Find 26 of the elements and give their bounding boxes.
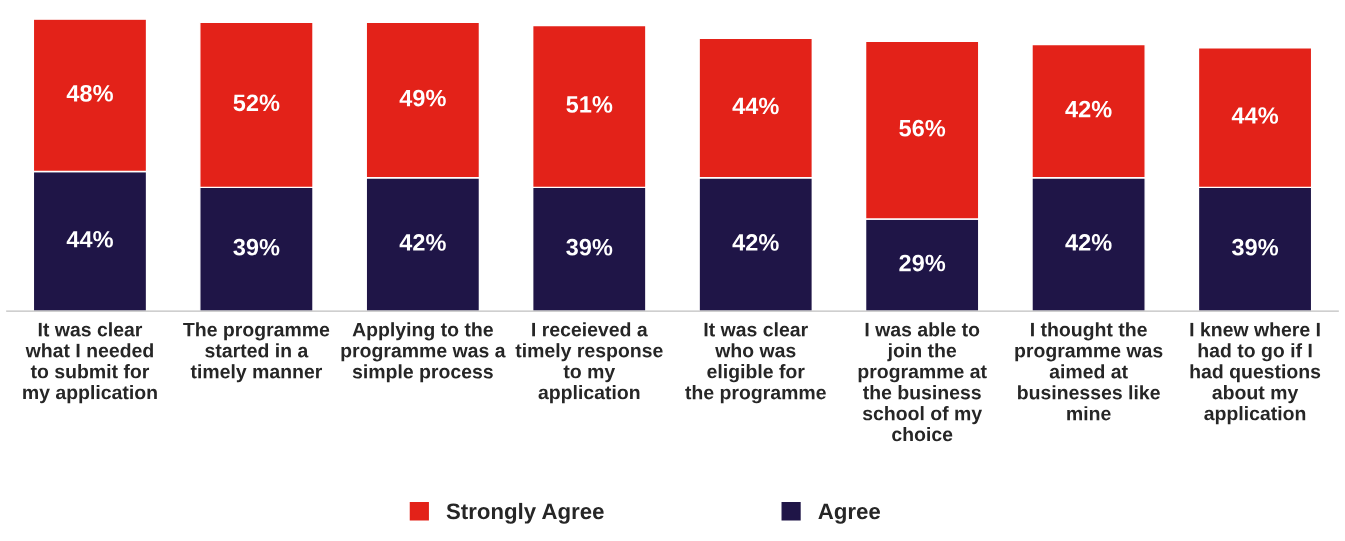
data-label: 51% <box>566 96 613 113</box>
data-label: 44% <box>732 97 779 115</box>
data-label: 42% <box>1065 234 1112 251</box>
x-tick-label: Applying to the programme was a simple process <box>341 322 506 383</box>
x-tick-label: It was clear what I needed to submit for my application <box>23 322 157 404</box>
x-tick-label: It was clear who was eligible for the programme <box>685 322 826 404</box>
data-label: 52% <box>233 94 280 112</box>
data-label: 44% <box>66 230 113 248</box>
legend-label: Strongly Agree <box>446 502 604 524</box>
x-tick-label: The programme started in a timely manner <box>183 322 330 383</box>
data-label: 42% <box>732 234 779 251</box>
data-label: 29% <box>899 254 946 272</box>
x-tick-label: I knew where I had to go if I had questions about my application <box>1190 322 1321 425</box>
x-tick-label: I receieved a timely response to my application <box>515 322 663 404</box>
x-tick-label: I thought the programme was aimed at businesses like mine <box>1015 322 1163 421</box>
data-label: 39% <box>566 238 613 256</box>
data-label: 39% <box>1231 238 1279 256</box>
data-label: 39% <box>233 238 280 256</box>
legend-label: Agree <box>818 503 881 524</box>
data-label: 48% <box>66 84 113 102</box>
data-label: 42% <box>399 234 446 251</box>
x-tick-label: I was able to join the programme at the business school of my choice <box>858 322 987 442</box>
data-label: 44% <box>1231 107 1279 124</box>
data-label: 56% <box>899 119 946 137</box>
data-label: 42% <box>1065 100 1112 118</box>
data-label: 49% <box>399 89 446 107</box>
